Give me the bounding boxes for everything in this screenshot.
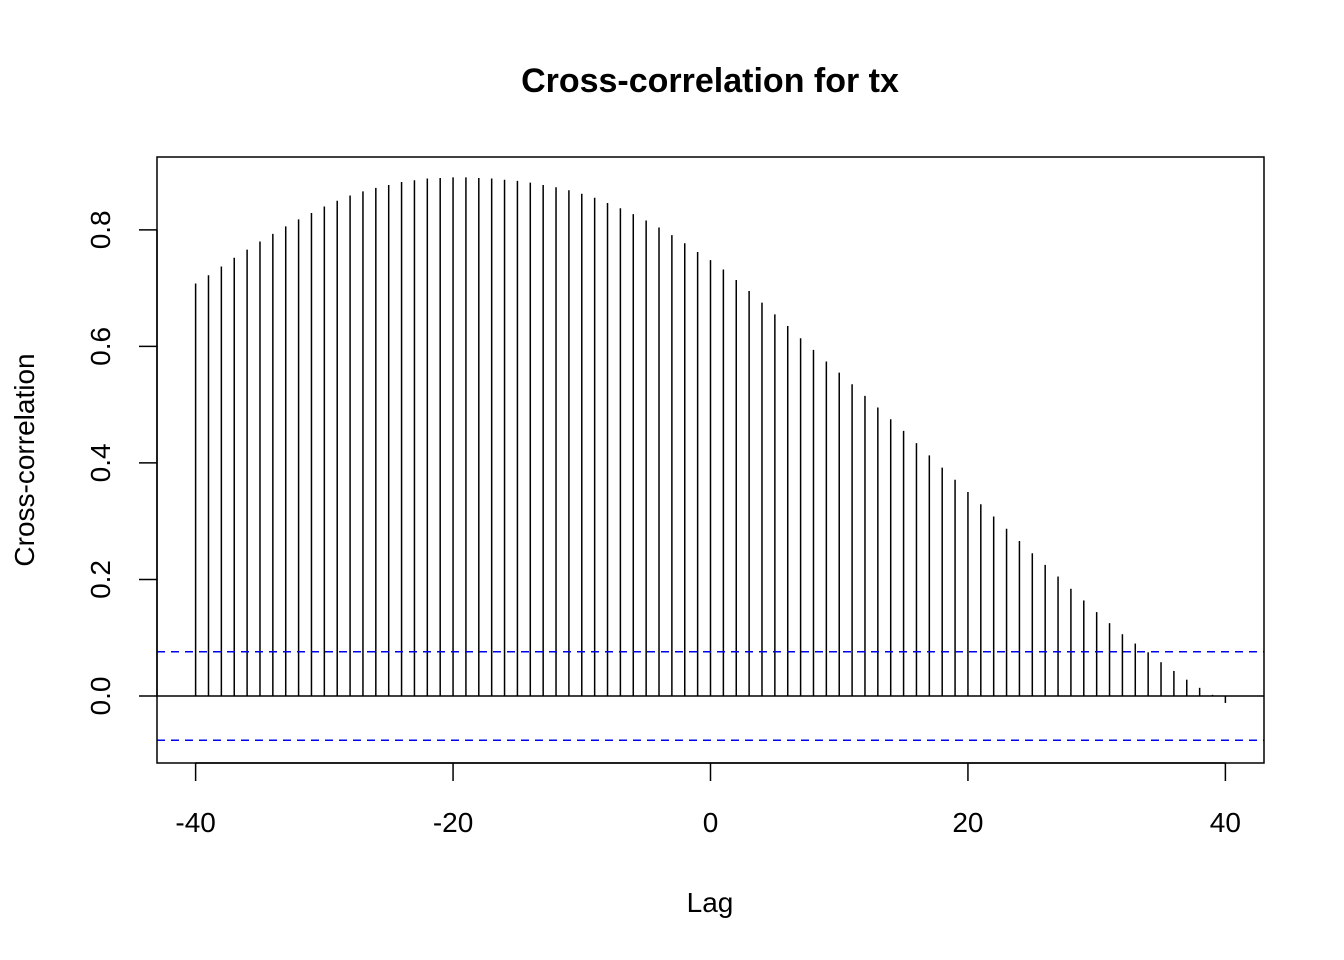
x-tick-label: 0 <box>703 807 719 838</box>
y-tick-label: 0.6 <box>85 327 116 366</box>
x-tick-label: -40 <box>175 807 215 838</box>
confidence-bounds <box>157 650 1264 742</box>
chart-title: Cross-correlation for tx <box>521 62 899 100</box>
y-tick-label: 0.8 <box>85 210 116 249</box>
y-tick-label: 0.2 <box>85 560 116 599</box>
plot-frame <box>156 156 1265 764</box>
x-axis-label: Lag <box>687 887 734 918</box>
y-tick-label: 0.0 <box>85 677 116 716</box>
y-axis-label: Cross-correlation <box>9 353 40 566</box>
y-tick-label: 0.4 <box>85 443 116 482</box>
axes: -40 -20 0 20 40 0.0 0.2 0.4 0.6 0.8 <box>85 210 1264 838</box>
x-tick-label: 20 <box>952 807 983 838</box>
bar-group <box>194 177 1227 703</box>
x-tick-label: 40 <box>1210 807 1241 838</box>
x-tick-label: -20 <box>433 807 473 838</box>
